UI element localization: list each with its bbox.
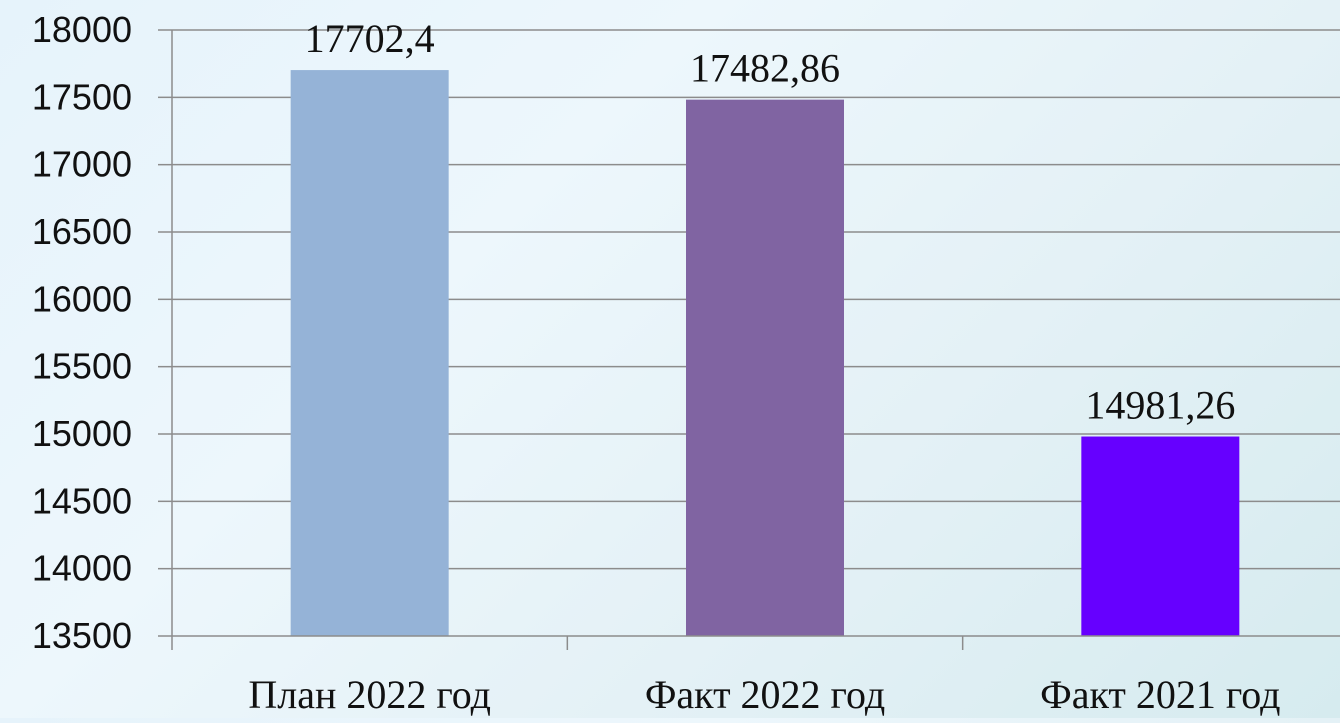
bar [1081,436,1240,636]
x-tick-label: Факт 2021 год [1040,672,1280,717]
y-tick-label: 18000 [32,9,132,50]
x-tick-label: Факт 2022 год [645,672,885,717]
bar [686,99,844,636]
bar [290,70,449,637]
labels: 13500 14000 14500 15000 15500 16000 16500 17000… [32,9,1281,717]
bars [290,70,1240,637]
y-tick-label: 17500 [32,76,132,117]
axes [158,29,1340,650]
data-label: 17702,4 [305,16,435,61]
y-tick-label: 16000 [32,278,132,319]
x-tick-label: План 2022 год [248,672,491,717]
y-tick-label: 15000 [32,413,132,454]
data-label: 14981,26 [1085,383,1235,428]
y-tick-label: 15500 [32,346,132,387]
y-tick-label: 16500 [32,211,132,252]
y-tick-label: 13500 [32,615,132,656]
y-tick-label: 14000 [32,548,132,589]
data-label: 17482,86 [690,46,840,91]
y-tick-label: 17000 [32,144,132,185]
y-tick-label: 14500 [32,480,132,521]
